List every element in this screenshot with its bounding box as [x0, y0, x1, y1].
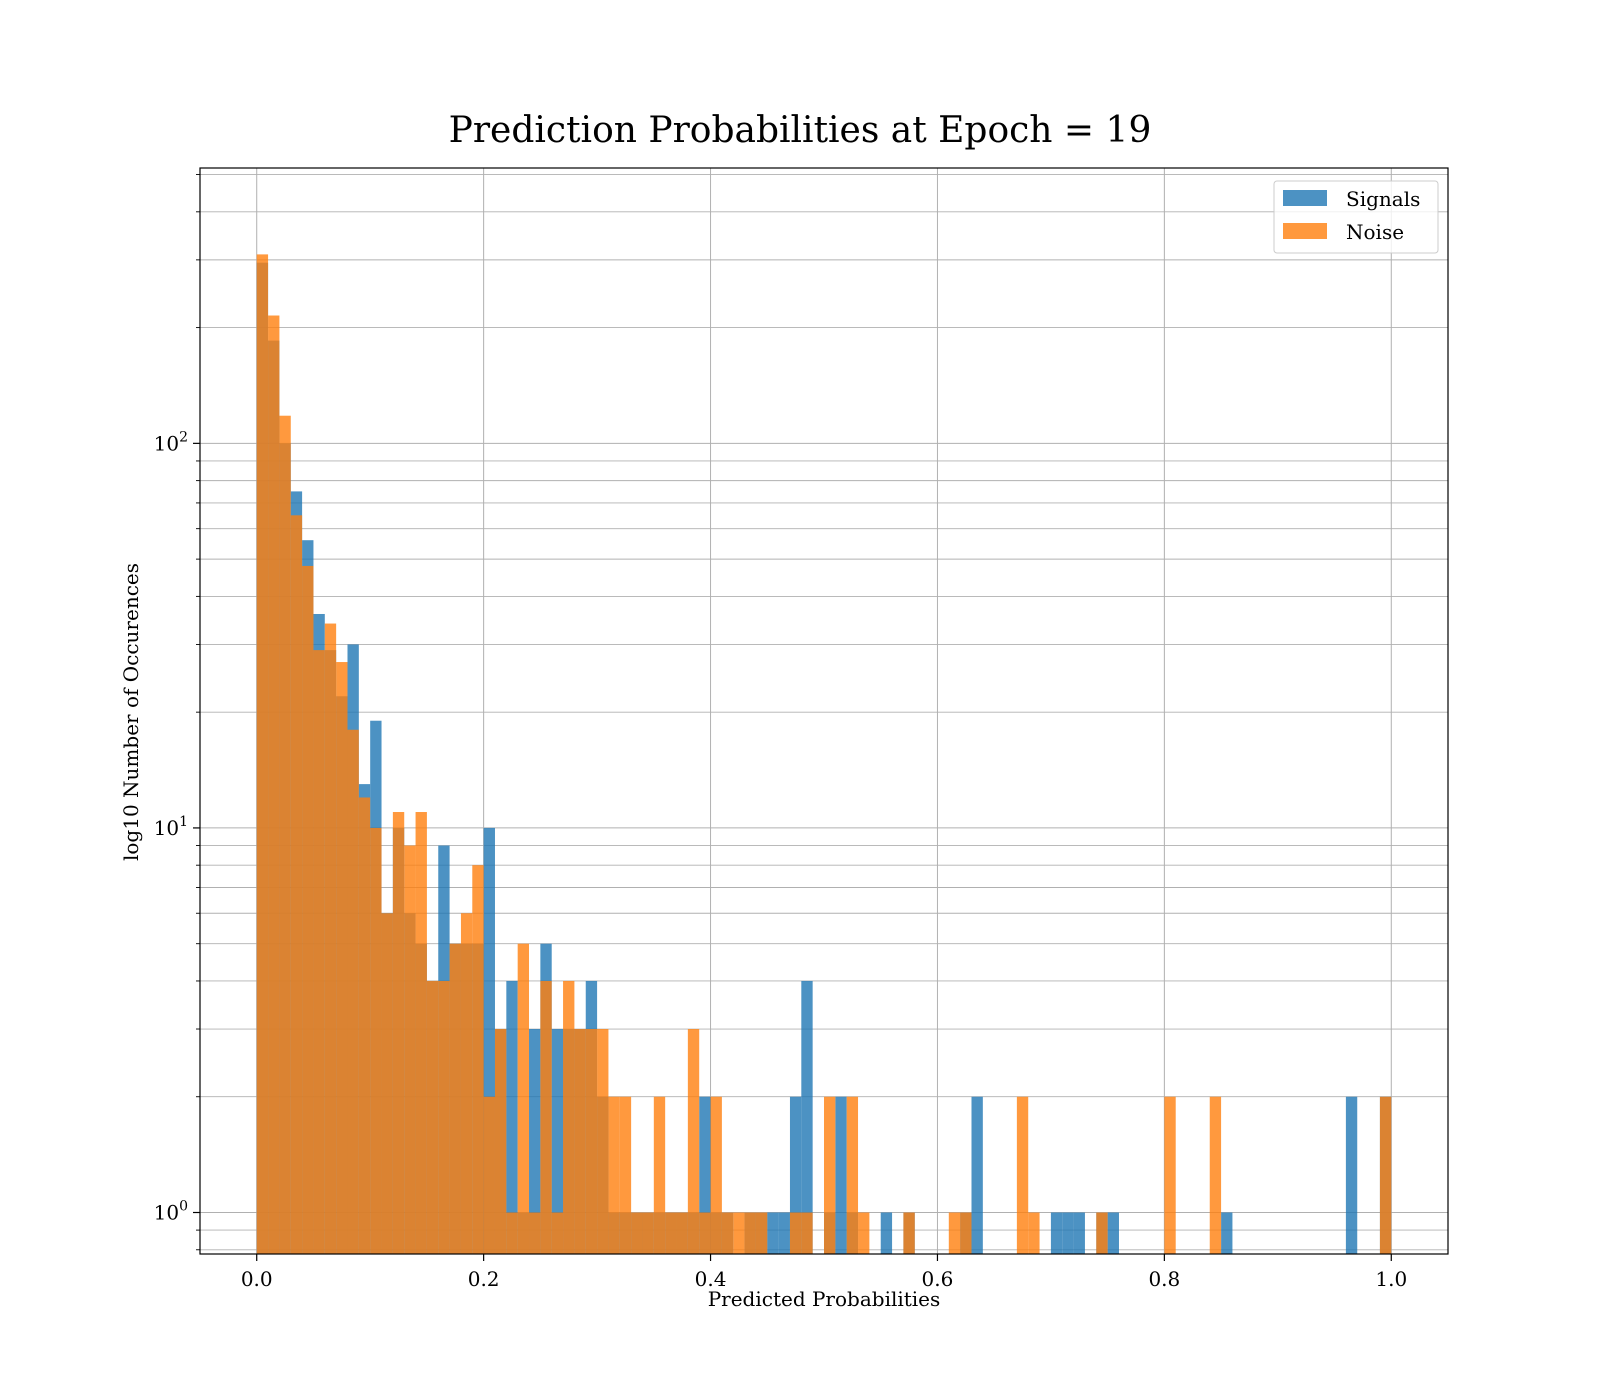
bar-noise: [1209, 1096, 1222, 1254]
bar-noise: [846, 1096, 859, 1254]
bar-signals: [1107, 1212, 1119, 1254]
bar-noise: [699, 1212, 711, 1254]
bar-noise: [506, 1212, 518, 1254]
bar-noise: [336, 662, 348, 1254]
bar-signals: [699, 1096, 711, 1254]
bar-signals: [1345, 1096, 1358, 1254]
plot-frame: [199, 167, 1449, 1255]
bar-noise: [653, 1096, 666, 1254]
bar-signals: [551, 1029, 564, 1254]
bar-noise: [563, 980, 575, 1254]
bar-signals: [767, 1212, 779, 1254]
y-tick-label: 100: [154, 1199, 188, 1225]
bar-noise: [347, 729, 359, 1254]
x-tick-label: 1.0: [1375, 1267, 1407, 1291]
bar-signals: [1073, 1212, 1085, 1254]
bar-noise: [676, 1212, 688, 1254]
bar-noise: [460, 913, 473, 1254]
bar-noise: [1028, 1212, 1040, 1254]
bar-signals: [971, 1096, 983, 1254]
bar-noise: [517, 943, 530, 1254]
bar-noise: [858, 1212, 870, 1254]
bar-noise: [631, 1212, 643, 1254]
legend-swatch-noise: [1283, 223, 1327, 239]
bar-noise: [903, 1212, 915, 1254]
bar-noise: [370, 827, 382, 1254]
bar-noise: [358, 797, 371, 1254]
bar-noise: [687, 1029, 700, 1254]
x-tick-label: 0.6: [922, 1267, 954, 1291]
axis-ticks: 0.0 0.2 0.4 0.6 0.8 1.0 100 101 102: [154, 174, 1407, 1291]
bar-noise: [710, 1096, 722, 1254]
bar-noise: [426, 980, 439, 1254]
bar-noise: [494, 1029, 507, 1254]
bar-noise: [585, 1029, 598, 1254]
bar-signals: [880, 1212, 893, 1254]
bar-noise: [665, 1212, 677, 1254]
y-tick-label: 101: [154, 814, 188, 840]
legend-label-signals: Signals: [1346, 187, 1420, 211]
bar-signals: [529, 1029, 541, 1254]
bar-noise: [1016, 1096, 1029, 1254]
bar-noise: [324, 623, 337, 1254]
bar-noise: [472, 865, 484, 1254]
x-tick-label: 0.2: [468, 1267, 500, 1291]
bar-noise: [256, 254, 269, 1255]
histogram-bars: [256, 254, 1392, 1255]
bar-noise: [404, 845, 416, 1254]
bar-noise: [1379, 1096, 1392, 1254]
bar-noise: [824, 1096, 836, 1254]
bar-noise: [551, 1212, 564, 1254]
legend-label-noise: Noise: [1346, 220, 1404, 244]
bar-noise: [642, 1212, 654, 1254]
bar-noise: [948, 1212, 961, 1254]
x-axis-label: Predicted Probabilities: [708, 1287, 941, 1311]
bar-noise: [540, 980, 552, 1254]
bar-noise: [789, 1212, 802, 1254]
bar-noise: [483, 1096, 495, 1254]
bar-noise: [302, 565, 314, 1254]
bar-noise: [449, 943, 461, 1254]
bar-noise: [438, 980, 450, 1254]
bar-noise: [279, 415, 291, 1254]
bar-noise: [268, 315, 280, 1255]
bar-noise: [529, 1212, 541, 1254]
bar-noise: [721, 1212, 734, 1254]
bar-noise: [313, 650, 325, 1254]
bar-noise: [597, 1029, 609, 1254]
bar-signals: [506, 980, 518, 1254]
bar-signals: [778, 1212, 790, 1254]
bar-noise: [381, 913, 393, 1254]
bar-noise: [608, 1096, 620, 1254]
bar-signals: [801, 980, 813, 1254]
bar-noise: [733, 1212, 745, 1254]
bar-noise: [744, 1212, 756, 1254]
bar-signals: [483, 827, 495, 1254]
bar-noise: [960, 1212, 972, 1254]
bar-noise: [755, 1212, 768, 1254]
y-tick-label: 102: [154, 429, 188, 455]
bar-noise: [415, 812, 427, 1254]
bar-noise: [290, 515, 303, 1254]
bar-signals: [1062, 1212, 1074, 1254]
bar-signals: [1221, 1212, 1233, 1254]
bar-noise: [392, 812, 405, 1254]
bar-signals: [1050, 1212, 1063, 1254]
bar-noise: [1096, 1212, 1108, 1254]
bar-signals: [789, 1096, 802, 1254]
bar-noise: [801, 1212, 813, 1254]
legend: Signals Noise: [1273, 180, 1439, 254]
x-tick-label: 0.0: [241, 1267, 273, 1291]
legend-swatch-signals: [1283, 190, 1327, 206]
bar-signals: [835, 1096, 847, 1254]
x-tick-label: 0.4: [695, 1267, 727, 1291]
bar-noise: [619, 1096, 632, 1254]
bar-noise: [574, 1029, 586, 1254]
chart-title: Prediction Probabilities at Epoch = 19: [449, 110, 1152, 151]
bar-noise: [1164, 1096, 1176, 1254]
y-axis-label: log10 Number of Occurences: [119, 563, 143, 861]
x-tick-label: 0.8: [1148, 1267, 1180, 1291]
